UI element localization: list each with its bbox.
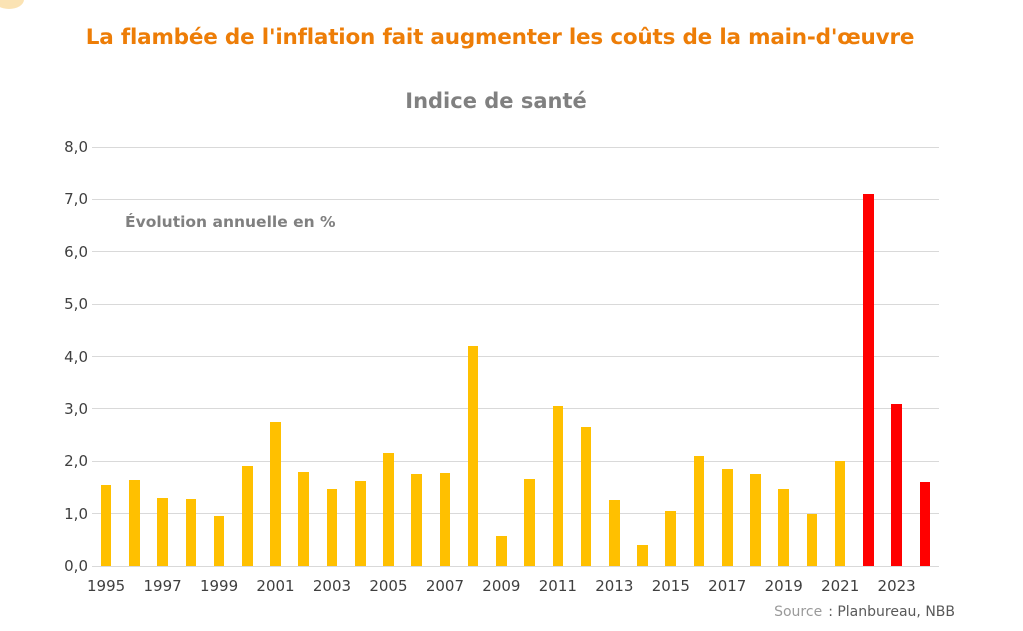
source-label: Source [774,604,823,620]
x-tick-label-2001: 2001 [256,577,295,595]
y-tick-label-3,0: 3,0 [64,399,88,418]
gridline-1,0 [92,513,939,515]
bar-2021 [834,461,846,566]
y-tick-label-4,0: 4,0 [64,347,88,366]
x-tick-label-2009: 2009 [482,577,521,595]
bar-1998 [185,498,197,566]
bar-2008 [467,346,479,566]
y-tick-label-7,0: 7,0 [64,190,88,209]
y-tick-label-5,0: 5,0 [64,295,88,314]
gridline-8,0 [92,146,939,148]
gridline-3,0 [92,408,939,410]
x-tick-label-2017: 2017 [708,577,747,595]
x-tick-label-2007: 2007 [425,577,464,595]
chart-annotation: Évolution annuelle en % [125,213,336,231]
bar-1997 [157,497,168,566]
x-tick-label-2011: 2011 [538,577,577,595]
x-tick-label-2015: 2015 [651,577,690,595]
gridline-7,0 [92,198,939,200]
bar-2015 [665,511,677,566]
bar-2011 [552,406,564,566]
bar-2004 [354,480,366,566]
gridline-5,0 [92,303,939,305]
gridline-4,0 [92,356,939,357]
chart-title: Indice de santé [405,89,587,113]
x-tick-label-2019: 2019 [764,577,803,595]
page-title: La flambée de l'inflation fait augmenter… [85,25,915,50]
bar-1995 [100,484,112,566]
bar-2019 [778,489,789,566]
bar-2009 [496,535,507,566]
x-tick-label-2005: 2005 [369,577,408,595]
bar-1996 [129,479,140,566]
bar-2018 [750,474,761,566]
bar-2016 [693,456,705,566]
x-tick-label-1995: 1995 [87,577,126,595]
x-tick-label-2021: 2021 [821,577,860,595]
bar-2002 [298,471,310,566]
x-tick-label-2013: 2013 [595,577,634,595]
bar-2022 [863,194,874,566]
bar-2012 [580,427,592,566]
gridline-6,0 [92,251,939,253]
y-tick-label-1,0: 1,0 [64,504,88,523]
bar-2000 [241,466,253,566]
x-tick-label-2023: 2023 [877,577,916,595]
gridline-0,0 [92,565,939,567]
bar-2005 [383,453,394,566]
y-tick-label-8,0: 8,0 [64,138,88,156]
bar-2014 [637,545,648,566]
source-value: : Planbureau, NBB [828,604,955,620]
bar-2007 [439,473,451,566]
y-tick-label-0,0: 0,0 [64,557,88,575]
x-tick-label-1997: 1997 [143,577,182,595]
x-tick-label-2003: 2003 [312,577,352,595]
x-tick-label-1999: 1999 [199,577,239,595]
y-tick-label-6,0: 6,0 [64,242,88,261]
bar-2006 [411,474,422,566]
bar-2013 [609,500,620,566]
decorative-corner-shape [0,0,24,9]
bar-2010 [524,478,535,566]
gridline-2,0 [92,460,939,462]
bar-2024 [919,482,931,566]
y-tick-label-2,0: 2,0 [64,452,88,471]
bar-2017 [721,469,733,566]
bar-2001 [270,421,281,566]
bar-1999 [213,516,225,566]
source-note: Source : Planbureau, NBB [774,604,955,620]
bar-2023 [891,403,902,566]
bar-2020 [806,513,818,566]
bar-2003 [326,489,338,566]
